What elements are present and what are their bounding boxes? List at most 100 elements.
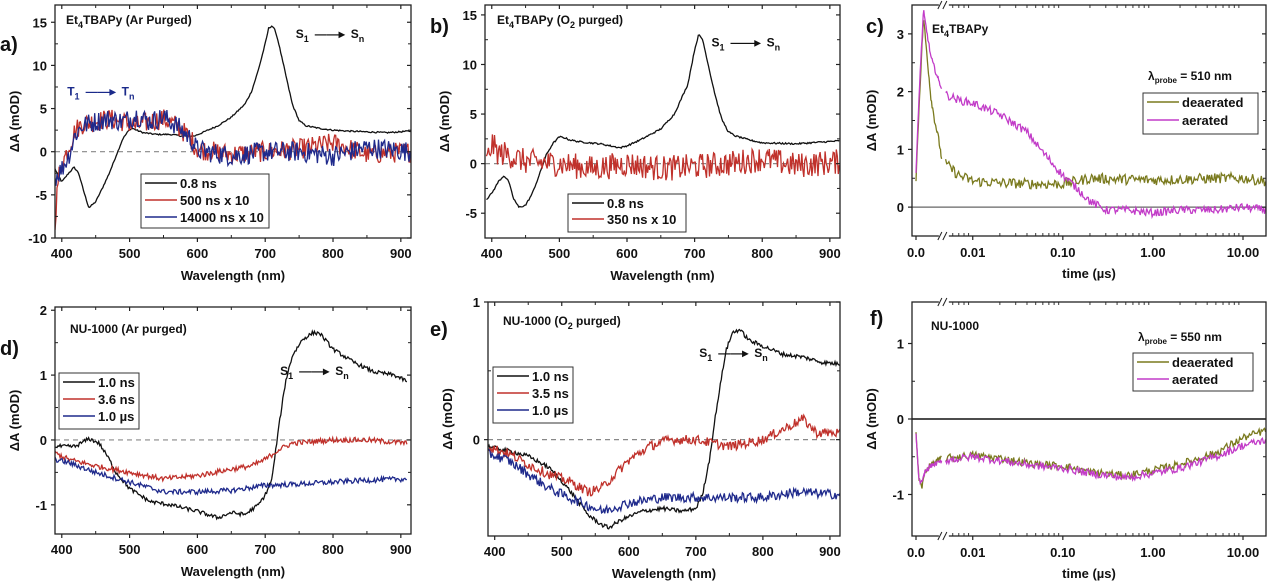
y-tick-label: 0 (470, 157, 477, 172)
series-line-1 (55, 25, 411, 209)
legend-entry: aerated (1172, 372, 1218, 387)
legend-entry: 1.0 ns (532, 369, 569, 384)
panel-label: b) (430, 16, 449, 38)
x-tick-label: 10.00 (1227, 245, 1260, 260)
series-line-2 (485, 134, 840, 181)
panel-label: f) (870, 308, 883, 330)
series-line-1-late (945, 426, 1266, 481)
axis-break-gap (938, 533, 949, 539)
series-line-3 (488, 448, 840, 515)
x-tick-label: 0.01 (960, 545, 985, 560)
y-tick-label: -10 (28, 231, 47, 246)
panel-a: -10 -5 0 5 10 15 400 500 600 700 800 900 Wavelength … (0, 4, 412, 283)
state-subscript: n (359, 34, 365, 44)
x-axis-label: time (µs) (1062, 266, 1116, 281)
axis-break-mark (937, 297, 943, 307)
state-subscript: n (129, 92, 135, 102)
x-tick-label: 400 (484, 544, 506, 559)
axis-break-gap (938, 299, 949, 305)
y-tick-label: -1 (892, 487, 904, 502)
series-line-1 (486, 34, 840, 209)
title-part: Et (66, 13, 78, 27)
y-tick-label: 0 (897, 412, 904, 427)
x-tick-label: 700 (254, 542, 276, 557)
x-tick-label: 600 (616, 246, 638, 261)
title-subscript: 4 (509, 20, 514, 30)
panel-label: e) (430, 319, 448, 341)
y-tick-label: 1 (40, 368, 47, 383)
series-group (488, 328, 840, 530)
x-axis: 400 500 600 700 800 900 (51, 307, 412, 557)
x-tick-label: 0.0 (907, 545, 925, 560)
series-line-1 (488, 328, 840, 530)
state-label: T (67, 85, 75, 99)
y-tick-label: 2 (40, 303, 47, 318)
panel-b: -5 0 5 10 15 400 500 600 700 800 900 Wavelength (nm… (430, 4, 841, 283)
title-part: TBAPy (949, 22, 989, 36)
series-group (55, 25, 411, 230)
arrow-text: ——▸ (293, 364, 335, 378)
legend: deaerated aerated (1142, 92, 1259, 135)
legend: deaerated aerated (1132, 352, 1254, 392)
arrow-text: ——▸ (309, 27, 351, 41)
state-subscript: 1 (304, 34, 309, 44)
series-group (915, 426, 1266, 489)
axis-break-mark (942, 0, 948, 10)
x-tick-label: 0.10 (1050, 545, 1075, 560)
y-axis-label: ΔA (mOD) (7, 91, 22, 153)
x-tick-label: 800 (322, 542, 344, 557)
legend-box (567, 193, 687, 233)
y-tick-label: 1 (473, 295, 480, 310)
panel-title: NU-1000 (Ar purged) (70, 322, 187, 336)
y-tick-label: 1 (897, 142, 904, 157)
x-tick-label: 500 (119, 542, 141, 557)
legend-entry: 3.6 ns (98, 392, 135, 407)
legend-entry: deaerated (1172, 355, 1233, 370)
x-tick-label: 400 (51, 542, 73, 557)
title-part: TBAPy (O (514, 13, 570, 27)
x-tick-label: 600 (618, 544, 640, 559)
x-tick-label: 400 (481, 246, 503, 261)
x-tick-label: 500 (119, 246, 141, 261)
y-axis-label: ΔA (mOD) (7, 390, 22, 452)
x-axis: 0.0 0.01 0.10 1.00 10.00 (907, 0, 1260, 260)
title-part: NU-1000 (931, 319, 979, 333)
probe-value: = 510 nm (1177, 69, 1232, 83)
state-label: S (712, 36, 720, 50)
axis-break-gap (938, 2, 949, 8)
plot-frame (487, 301, 841, 537)
y-tick-label: 0 (40, 433, 47, 448)
x-tick-label: 1.00 (1140, 245, 1165, 260)
transition-annotation: S1 ——▸ Sn (712, 36, 781, 53)
arrow-text: ——▸ (725, 36, 767, 50)
legend: 0.8 ns 500 ns x 10 14000 ns x 10 (140, 173, 270, 229)
x-tick-label: 0.0 (907, 245, 925, 260)
state-label: S (296, 27, 304, 41)
title-part: Et (932, 22, 944, 36)
legend-entry: 1.0 µs (98, 409, 134, 424)
plot-frame (484, 4, 841, 239)
transition-annotation: S1 ——▸ Sn (699, 346, 768, 363)
legend-entry: 0.8 ns (607, 196, 644, 211)
x-tick-label: 900 (819, 544, 841, 559)
series-line-1-late (944, 159, 1266, 190)
series-group (485, 34, 840, 209)
legend-entry: 0.8 ns (180, 176, 217, 191)
x-tick-label: 500 (549, 246, 571, 261)
y-tick-label: 15 (33, 15, 47, 30)
series-line-3 (55, 109, 411, 186)
legend-entry: 1.0 ns (98, 375, 135, 390)
x-tick-label: 900 (819, 246, 841, 261)
panel-label: d) (0, 338, 19, 360)
legend-entry: aerated (1182, 113, 1228, 128)
series-line-2-late (945, 90, 1266, 220)
series-line-2 (488, 413, 840, 497)
y-tick-label: 5 (470, 107, 477, 122)
y-axis: 01 (473, 295, 840, 448)
y-axis: -1 0 1 (892, 337, 1266, 502)
x-axis: 400 500 600 700 800 900 (484, 302, 841, 559)
state-subscript: n (775, 43, 781, 53)
x-tick-label: 0.10 (1050, 245, 1075, 260)
